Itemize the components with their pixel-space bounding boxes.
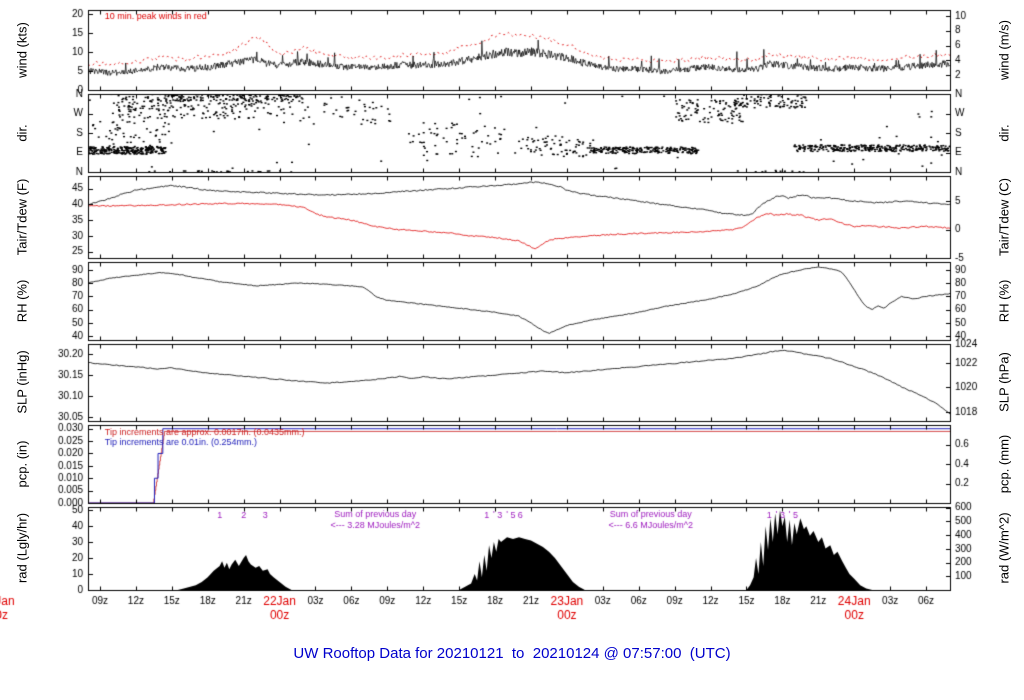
y-axis-title-slp-right: SLP (hPa)	[996, 352, 1012, 412]
y-axis-title-slp-left: SLP (inHg)	[14, 350, 30, 414]
y-axis-title-temp-left: Tair/Tdew (F)	[14, 178, 30, 256]
y-axis-title-rh-left: RH (%)	[14, 279, 30, 323]
y-axis-title-temp-right: Tair/Tdew (C)	[996, 177, 1012, 257]
y-axis-title-rh-right: RH (%)	[996, 279, 1012, 323]
y-axis-title-pcp-right: pcp. (mm)	[996, 434, 1012, 494]
y-axis-title-dir-right: dir.	[996, 124, 1012, 142]
y-axis-title-wind-left: wind (kts)	[14, 22, 30, 78]
y-axis-title-pcp-left: pcp. (in)	[14, 440, 30, 488]
y-axis-title-rad-right: rad (W/m^2)	[996, 512, 1012, 584]
y-axis-title-dir-left: dir.	[14, 124, 30, 142]
y-axis-title-rad-left: rad (Lgly/hr)	[14, 512, 30, 584]
y-axis-title-wind-right: wind (m/s)	[996, 20, 1012, 80]
plot-title: UW Rooftop Data for 20210121 to 20210124…	[293, 645, 731, 662]
